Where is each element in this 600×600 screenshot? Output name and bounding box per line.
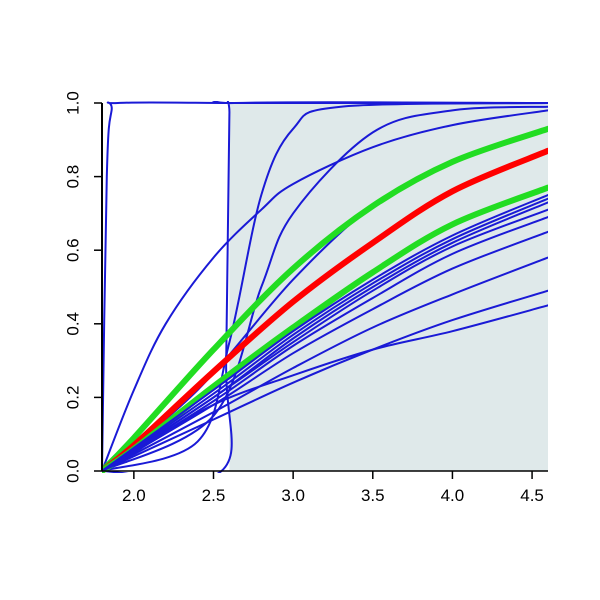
- series-line-17: [102, 289, 548, 472]
- series-line-4: [102, 105, 548, 472]
- series-line-8: [102, 147, 548, 473]
- y-axis-ticks: 0.0 0.2 0.4 0.6 0.8 1.0: [63, 91, 102, 483]
- series-line-10: [102, 194, 548, 472]
- x-tick-label: 3.0: [281, 486, 305, 505]
- series-line-13: [102, 208, 548, 472]
- y-tick-label: 0.8: [63, 165, 82, 189]
- x-tick-label: 4.5: [520, 486, 544, 505]
- x-tick-label: 3.5: [361, 486, 385, 505]
- series-line-3: [102, 102, 548, 472]
- x-axis-ticks: 2.0 2.5 3.0 3.5 4.0 4.5: [122, 471, 544, 505]
- y-tick-label: 0.0: [63, 459, 82, 483]
- y-tick-label: 0.2: [63, 386, 82, 410]
- x-tick-label: 4.0: [441, 486, 465, 505]
- series-line-11: [102, 197, 548, 472]
- series-line-18: [102, 304, 548, 472]
- shaded-region: [229, 103, 548, 471]
- series-lines: [102, 101, 548, 473]
- series-line-5: [102, 109, 548, 472]
- y-tick-label: 1.0: [63, 91, 82, 115]
- y-tick-label: 0.6: [63, 238, 82, 262]
- series-line-15: [102, 230, 548, 472]
- series-line-14: [102, 216, 548, 472]
- x-tick-label: 2.5: [202, 486, 226, 505]
- series-line-7: [102, 125, 548, 473]
- series-line-16: [102, 256, 548, 472]
- x-tick-label: 2.0: [122, 486, 146, 505]
- y-tick-label: 0.4: [63, 312, 82, 336]
- axes: [101, 103, 548, 472]
